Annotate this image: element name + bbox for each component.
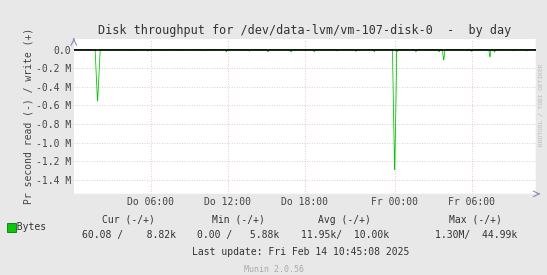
Text: RRDTOOL / TOBI OETIKER: RRDTOOL / TOBI OETIKER (538, 63, 543, 146)
Text: Min (-/+): Min (-/+) (212, 215, 264, 225)
Text: 60.08 /    8.82k: 60.08 / 8.82k (82, 230, 176, 240)
Text: Cur (-/+): Cur (-/+) (102, 215, 155, 225)
Text: Bytes: Bytes (5, 222, 46, 232)
Text: Avg (-/+): Avg (-/+) (318, 215, 371, 225)
Text: 0.00 /   5.88k: 0.00 / 5.88k (197, 230, 279, 240)
Text: Munin 2.0.56: Munin 2.0.56 (243, 265, 304, 274)
Text: 11.95k/  10.00k: 11.95k/ 10.00k (300, 230, 389, 240)
Y-axis label: Pr second read (-) / write (+): Pr second read (-) / write (+) (23, 28, 33, 204)
Text: Max (-/+): Max (-/+) (450, 215, 502, 225)
Text: 1.30M/  44.99k: 1.30M/ 44.99k (435, 230, 517, 240)
Text: Last update: Fri Feb 14 10:45:08 2025: Last update: Fri Feb 14 10:45:08 2025 (192, 247, 410, 257)
Title: Disk throughput for /dev/data-lvm/vm-107-disk-0  -  by day: Disk throughput for /dev/data-lvm/vm-107… (98, 24, 511, 37)
